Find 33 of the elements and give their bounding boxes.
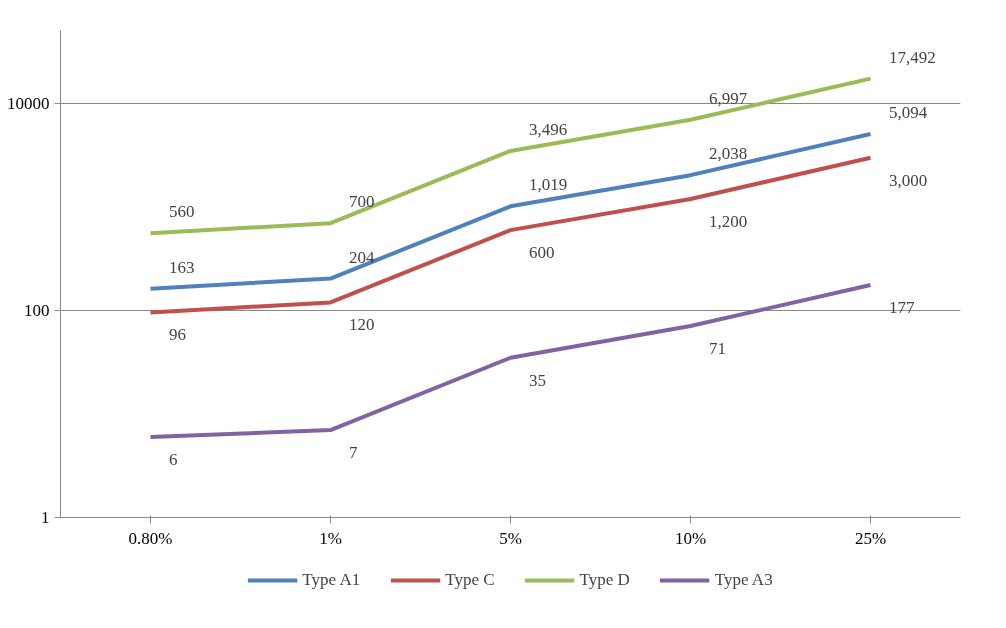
data-label: 120 (348, 315, 375, 335)
data-label: 163 (168, 257, 195, 277)
legend-label: Type C (445, 570, 495, 590)
data-label: 71 (708, 338, 726, 358)
data-label: 96 (168, 325, 186, 345)
x-tick-label: 25% (854, 528, 887, 548)
data-label: 6 (168, 450, 178, 469)
x-tick-label: 5% (499, 528, 522, 548)
legend-label: Type A3 (714, 570, 773, 590)
x-tick-label: 0.80% (128, 528, 173, 548)
y-tick-label: 100 (24, 301, 50, 321)
data-label: 3,000 (888, 170, 928, 190)
line-series (148, 282, 873, 439)
data-label: 204 (348, 247, 375, 267)
data-label: 560 (168, 202, 195, 222)
y-tick-label: 1 (41, 508, 50, 527)
data-label: 1,019 (528, 175, 568, 195)
data-label: 6,997 (708, 88, 748, 108)
data-label: 600 (528, 243, 555, 263)
data-label: 17,492 (888, 47, 936, 67)
data-label: 35 (528, 370, 546, 390)
data-label: 3,496 (528, 119, 568, 139)
legend-label: Type D (579, 570, 630, 590)
data-label: 5,094 (888, 103, 928, 122)
y-tick-label: 10000 (7, 94, 50, 114)
x-tick-label: 1% (319, 528, 342, 548)
data-label: 2,038 (708, 144, 748, 164)
legend-label: Type A1 (302, 570, 361, 590)
data-label: 7 (348, 443, 358, 463)
data-label: 700 (348, 192, 375, 212)
x-tick-label: 10% (674, 528, 707, 548)
line-series (148, 76, 873, 236)
data-label: 1,200 (708, 211, 748, 231)
